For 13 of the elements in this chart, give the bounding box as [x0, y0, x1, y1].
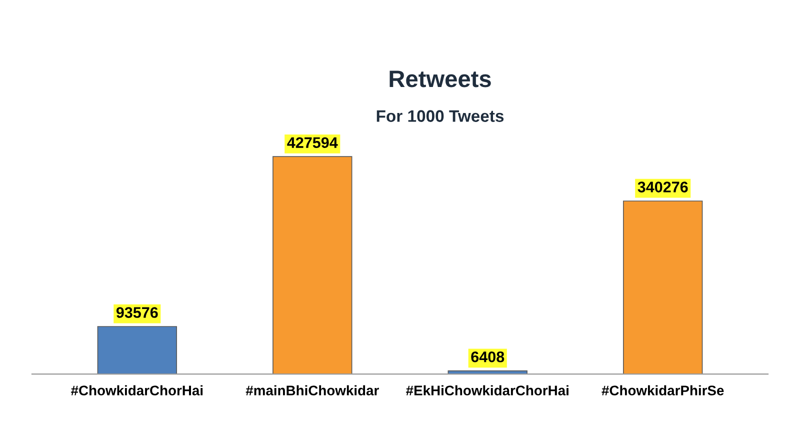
data-label: 6408 [471, 351, 504, 362]
x-tick-label: #ChowkidarChorHai [71, 385, 203, 396]
chart-title: Retweets [390, 70, 491, 88]
chart-subtitle: For 1000 Tweets [376, 110, 504, 122]
bar [272, 156, 352, 374]
data-label: 427594 [287, 137, 338, 148]
data-label: 340276 [638, 182, 688, 192]
bar [623, 200, 703, 374]
data-label: 93576 [116, 307, 158, 318]
bar [97, 326, 177, 374]
x-tick-label: #mainBhiChowkidar [246, 385, 379, 396]
x-tick-label: #EkHiChowkidarChorHai [406, 385, 568, 396]
x-tick-label: #ChowkidarPhirSe [602, 385, 724, 396]
